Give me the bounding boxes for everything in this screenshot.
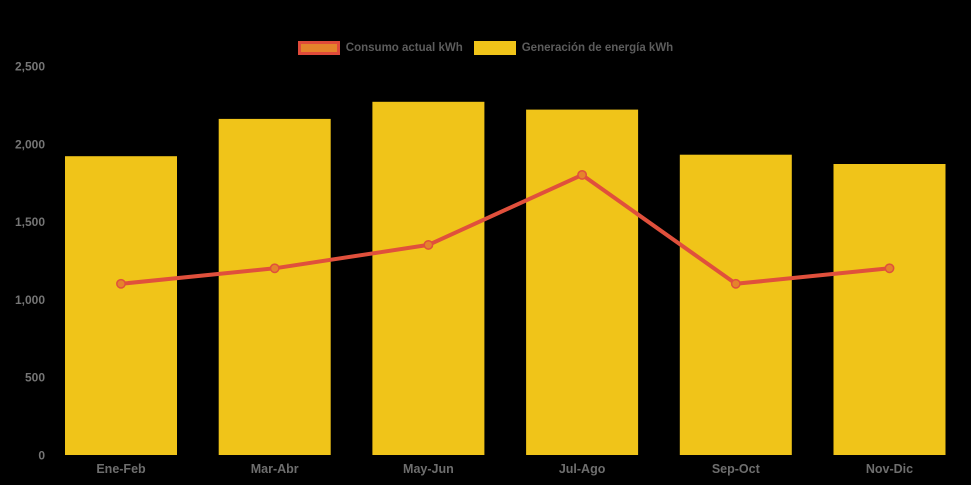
legend-label-consumo-actual: Consumo actual kWh — [345, 42, 463, 54]
consumo-point-Sep-Oct[interactable] — [730, 278, 741, 289]
x-axis-label-Jul-Ago: Jul-Ago — [559, 462, 606, 476]
consumo-point-May-Jun[interactable] — [423, 239, 434, 250]
x-axis-label-Sep-Oct: Sep-Oct — [712, 462, 761, 476]
consumo-line — [119, 172, 892, 286]
y-axis-tick-label: 1,500 — [15, 215, 45, 229]
x-axis-label-May-Jun: May-Jun — [403, 462, 454, 476]
generacion-bar-May-Jun[interactable] — [372, 101, 485, 456]
y-axis-tick-label: 500 — [25, 371, 45, 385]
generacion-bar-Mar-Abr[interactable] — [218, 118, 331, 456]
x-axis-label-Ene-Feb: Ene-Feb — [96, 462, 146, 476]
consumo-point-Jul-Ago[interactable] — [577, 169, 588, 180]
generacion-bar-Sep-Oct[interactable] — [679, 154, 792, 455]
y-axis-tick-label: 2,500 — [15, 60, 45, 74]
legend-item-consumo-actual[interactable]: Consumo actual kWh — [297, 41, 463, 55]
generacion-bar-Jul-Ago[interactable] — [526, 109, 639, 455]
x-axis-label-Mar-Abr: Mar-Abr — [251, 462, 299, 476]
generacion-series-swatch-icon — [473, 41, 516, 55]
y-axis-tick-label: 2,000 — [15, 137, 45, 151]
legend-label-generacion-energia: Generación de energía kWh — [521, 42, 674, 54]
generacion-bar-Ene-Feb[interactable] — [65, 156, 177, 455]
y-axis-tick-label: 1,000 — [15, 293, 45, 307]
legend-item-generacion-energia[interactable]: Generación de energía kWh — [473, 41, 674, 55]
consumo-point-Mar-Abr[interactable] — [269, 263, 280, 274]
generacion-bar-Nov-Dic[interactable] — [833, 164, 946, 455]
consumo-point-Ene-Feb[interactable] — [116, 278, 126, 289]
x-axis-label-Nov-Dic: Nov-Dic — [866, 462, 913, 476]
y-axis-tick-label: 0 — [38, 449, 45, 463]
chart-legend: Consumo actual kWh Generación de energía… — [0, 41, 971, 55]
consumo-point-Nov-Dic[interactable] — [884, 263, 895, 274]
consumo-series-swatch-icon — [297, 41, 340, 55]
